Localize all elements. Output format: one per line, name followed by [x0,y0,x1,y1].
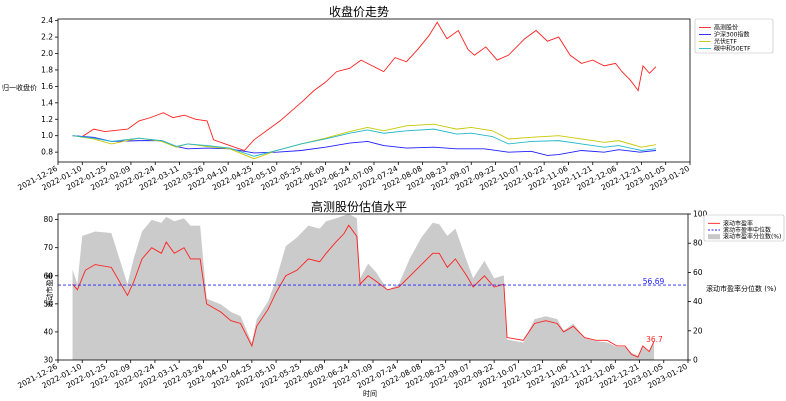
series-line-3 [72,128,657,157]
series-line-2 [72,123,657,160]
price-chart-title: 收盘价走势 [329,4,389,19]
y-tick-label: 0.8 [41,148,53,157]
valuation-chart-ylabel-right: 滚动市盈率分位数 (%) [706,284,777,293]
legend-label: 滚动市盈率 [723,219,753,227]
y-tick-label: 60 [43,271,53,280]
legend-label: 光伏ETF [714,38,737,46]
valuation-chart-title: 高测股份估值水平 [311,199,407,214]
y-tick-label: 50 [43,299,53,308]
valuation-chart-frame [57,213,689,361]
percentile-area [72,214,655,360]
y-tick-label: 70 [43,243,53,252]
y-tick-label: 80 [43,215,53,224]
y-tick-label: 2.2 [41,33,53,42]
legend-label: 滚动市盈率分位数(%) [723,233,781,241]
y-tick-label: 1.0 [41,131,53,140]
y-right-tick-label: 0 [693,356,698,365]
valuation-chart: 高测股份估值水平 滚动市盈率 滚动市盈率分位数 (%) 时间 56.69 36.7… [16,199,785,398]
y-tick-label: 2.4 [41,16,53,25]
last-value-label: 36.7 [646,335,663,344]
y-tick-label: 1.4 [41,98,53,107]
price-chart-frame [57,18,691,163]
y-right-tick-label: 100 [693,210,708,219]
y-tick-label: 40 [43,327,53,336]
legend-label: 滚动市盈率中位数 [723,226,771,234]
price-chart-ylabel: 归一收盘价 [2,83,37,92]
y-right-tick-label: 40 [693,297,703,306]
y-right-tick-label: 60 [693,268,703,277]
valuation-chart-xlabel: 时间 [363,389,377,398]
y-tick-label: 1.2 [41,115,53,124]
y-right-tick-label: 80 [693,239,703,248]
legend-label: 沪深300指数 [714,31,749,39]
legend-label: 碳中和50ETF [714,45,751,53]
legend-label: 高测股份 [714,24,738,32]
y-tick-label: 1.8 [41,65,53,74]
legend-box [703,214,785,242]
series-line-0 [72,21,657,152]
y-tick-label: 1.6 [41,82,53,91]
y-right-tick-label: 20 [693,326,703,335]
median-label: 56.69 [643,277,665,286]
valuation-chart-ylabel: 滚动市盈率 [45,273,54,308]
y-tick-label: 30 [43,356,53,365]
legend-box [694,18,774,54]
series-line-0 [72,224,655,358]
y-tick-label: 2.0 [41,49,53,58]
legend-swatch [708,234,720,240]
